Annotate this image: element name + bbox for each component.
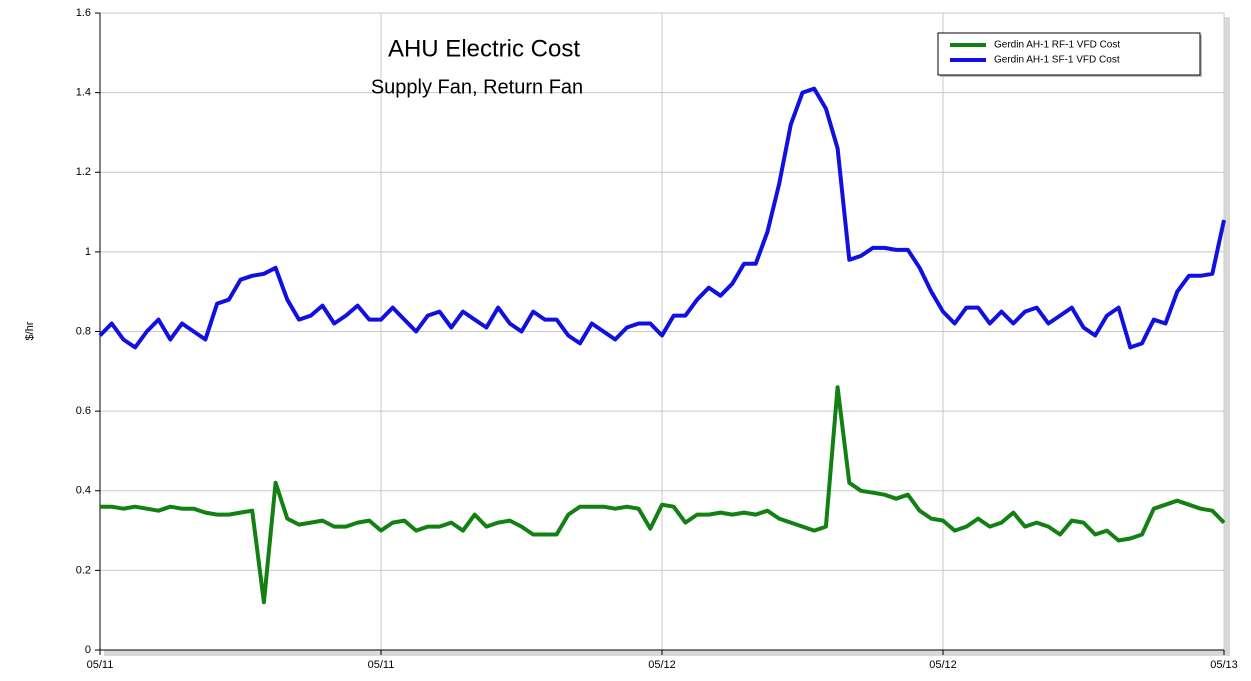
- legend-box: [937, 32, 1201, 76]
- y-tick-label: 1: [85, 246, 91, 258]
- x-tick-label: 05/13: [1210, 659, 1238, 671]
- series-lines: [98, 86, 1226, 605]
- y-tick-label: 0: [85, 644, 91, 656]
- series-line: [100, 385, 1226, 605]
- y-axis-label: $/hr: [24, 321, 36, 340]
- x-tick-label: 05/11: [87, 659, 114, 671]
- chart-subtitle: Supply Fan, Return Fan: [371, 76, 583, 98]
- y-tick-label: 0.6: [76, 405, 91, 417]
- y-tick-label: 0.2: [76, 564, 91, 576]
- legend: Gerdin AH-1 RF-1 VFD Cost Gerdin AH-1 SF-…: [937, 32, 1202, 77]
- y-tick-label: 1.2: [76, 166, 91, 178]
- chart-title: AHU Electric Cost: [388, 35, 580, 62]
- legend-label: Gerdin AH-1 SF-1 VFD Cost: [994, 55, 1120, 66]
- x-tick-label: 05/12: [929, 659, 957, 671]
- y-tick-label: 0.8: [76, 325, 91, 337]
- grid: [99, 12, 1225, 651]
- y-tick-label: 1.4: [76, 87, 91, 99]
- legend-label: Gerdin AH-1 RF-1 VFD Cost: [994, 40, 1120, 51]
- x-tick-label: 05/12: [648, 659, 676, 671]
- series-line: [98, 86, 1226, 350]
- x-tick-label: 05/11: [368, 659, 395, 671]
- y-tick-label: 1.6: [76, 7, 91, 19]
- y-tick-label: 0.4: [76, 485, 91, 497]
